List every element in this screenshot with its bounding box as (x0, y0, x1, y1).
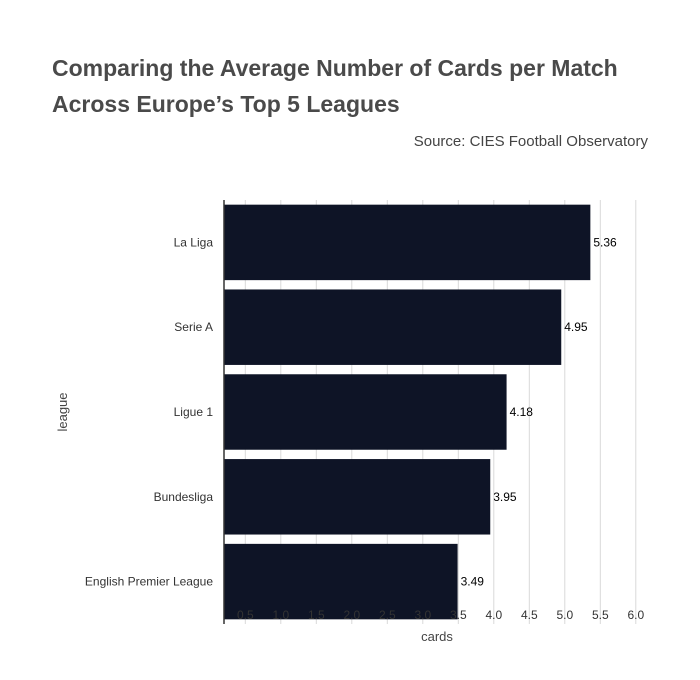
data-label: 4.18 (510, 405, 534, 419)
bar (224, 289, 562, 365)
data-label: 3.95 (493, 490, 517, 504)
category-label: Serie A (174, 320, 213, 334)
category-label: English Premier League (85, 575, 213, 589)
data-label: 3.49 (461, 575, 485, 589)
x-axis-title: cards (421, 629, 453, 644)
x-tick-label: 1.0 (272, 608, 289, 622)
chart-source: Source: CIES Football Observatory (413, 133, 648, 150)
x-tick-label: 4.5 (521, 608, 538, 622)
chart-title: Comparing the Average Number of Cards pe… (52, 50, 652, 122)
x-tick-label: 5.5 (592, 608, 609, 622)
x-tick-label: 4.0 (485, 608, 502, 622)
x-tick-label: 1.5 (308, 608, 325, 622)
bar (224, 459, 491, 535)
chart-title-line-1: Comparing the Average Number of Cards pe… (52, 55, 618, 81)
x-tick-label: 2.5 (379, 608, 396, 622)
category-label: Ligue 1 (174, 405, 214, 419)
category-label: Bundesliga (154, 490, 214, 504)
x-tick-label: 2.0 (343, 608, 360, 622)
bar (224, 374, 507, 450)
x-tick-label: 3.5 (450, 608, 467, 622)
data-label: 4.95 (564, 320, 588, 334)
x-tick-label: 3.0 (414, 608, 431, 622)
x-tick-label: 0.5 (237, 608, 254, 622)
y-axis-title: league (55, 392, 70, 431)
x-tick-label: 6.0 (627, 608, 644, 622)
bar (224, 543, 458, 620)
chart-title-line-2: Across Europe’s Top 5 Leagues (52, 91, 400, 117)
category-label: La Liga (174, 235, 214, 249)
bar (224, 204, 591, 281)
x-tick-label: 5.0 (556, 608, 573, 622)
data-label: 5.36 (593, 235, 617, 249)
